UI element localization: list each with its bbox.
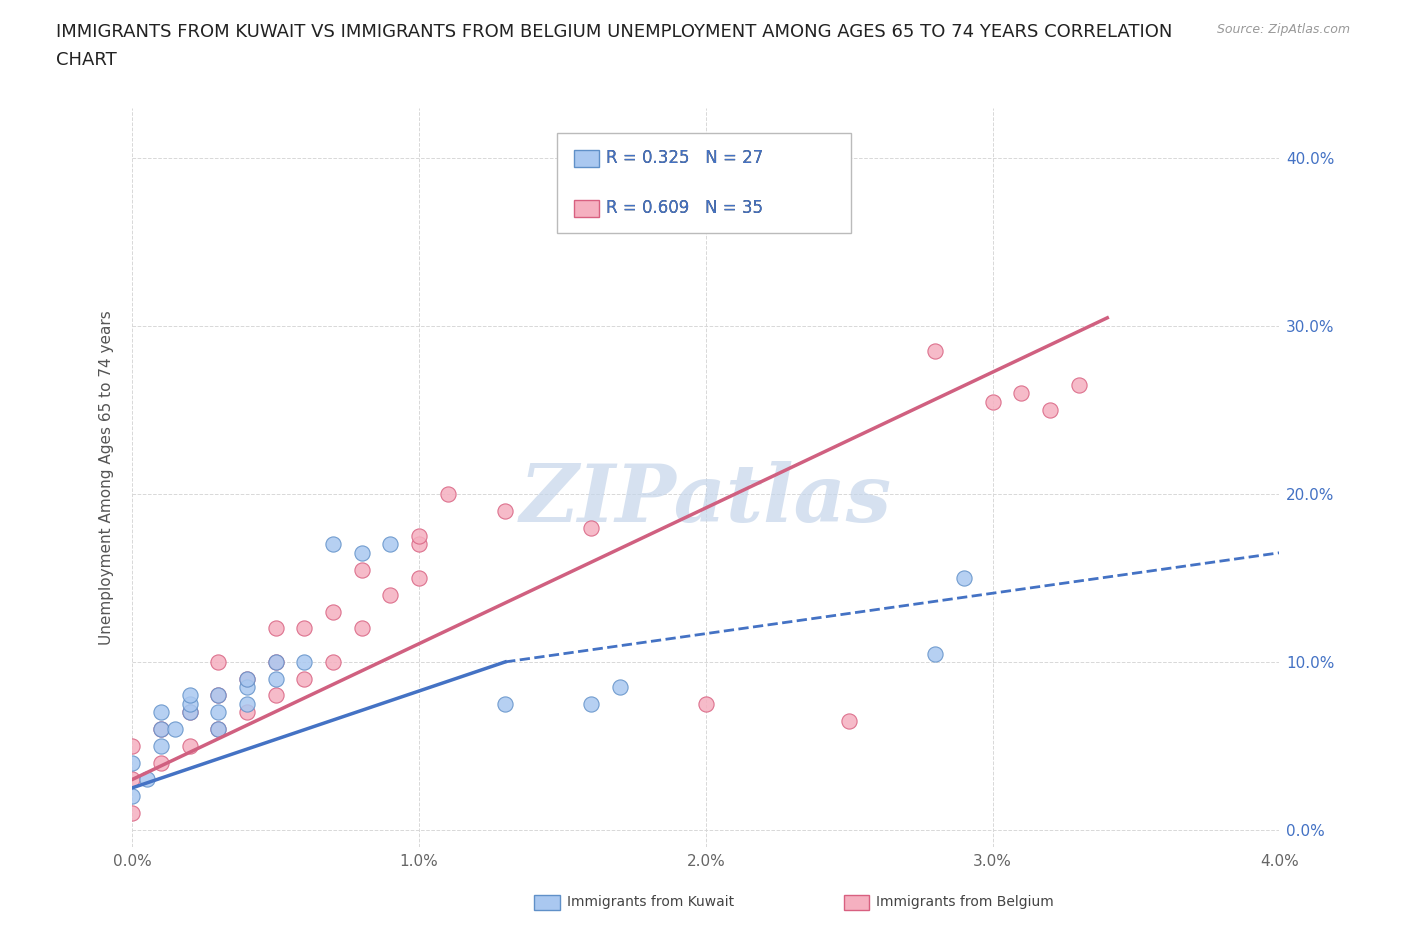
Point — [294, 671, 316, 686]
Point — [1039, 403, 1062, 418]
Point — [179, 705, 201, 720]
Point — [924, 344, 946, 359]
Point — [924, 646, 946, 661]
Text: R = 0.325   N = 27: R = 0.325 N = 27 — [606, 149, 763, 167]
Point — [609, 680, 631, 695]
Point — [236, 705, 259, 720]
Point — [179, 697, 201, 711]
Point — [150, 722, 173, 737]
Point — [380, 588, 402, 603]
Point — [236, 680, 259, 695]
Point — [121, 738, 143, 753]
Point — [207, 722, 229, 737]
Point — [264, 655, 287, 670]
Point — [322, 604, 344, 619]
Point — [150, 705, 173, 720]
Text: CHART: CHART — [56, 51, 117, 69]
Point — [165, 722, 187, 737]
Point — [322, 537, 344, 551]
Text: R = 0.325   N = 27: R = 0.325 N = 27 — [606, 149, 763, 167]
Text: ZIPatlas: ZIPatlas — [520, 460, 891, 538]
Point — [207, 705, 229, 720]
Point — [408, 570, 430, 585]
Point — [179, 738, 201, 753]
Point — [150, 738, 173, 753]
Text: IMMIGRANTS FROM KUWAIT VS IMMIGRANTS FROM BELGIUM UNEMPLOYMENT AMONG AGES 65 TO : IMMIGRANTS FROM KUWAIT VS IMMIGRANTS FRO… — [56, 23, 1173, 41]
Point — [579, 697, 602, 711]
Point — [294, 621, 316, 636]
Point — [264, 621, 287, 636]
Point — [953, 570, 976, 585]
Point — [380, 537, 402, 551]
Point — [236, 697, 259, 711]
Point — [207, 722, 229, 737]
Point — [264, 688, 287, 703]
Point — [264, 655, 287, 670]
Point — [207, 688, 229, 703]
Point — [350, 621, 373, 636]
Point — [350, 545, 373, 560]
Point — [494, 503, 516, 518]
Point — [1010, 386, 1032, 401]
Point — [494, 697, 516, 711]
Text: R = 0.609   N = 35: R = 0.609 N = 35 — [606, 199, 763, 218]
Point — [264, 671, 287, 686]
Text: Immigrants from Kuwait: Immigrants from Kuwait — [567, 895, 734, 910]
Point — [695, 697, 717, 711]
Point — [207, 688, 229, 703]
Point — [150, 722, 173, 737]
Point — [179, 688, 201, 703]
Point — [179, 705, 201, 720]
Point — [408, 537, 430, 551]
Text: Source: ZipAtlas.com: Source: ZipAtlas.com — [1216, 23, 1350, 36]
Point — [121, 755, 143, 770]
Text: Immigrants from Belgium: Immigrants from Belgium — [876, 895, 1053, 910]
Point — [207, 655, 229, 670]
Point — [121, 772, 143, 787]
Point — [294, 655, 316, 670]
Point — [121, 805, 143, 820]
Point — [322, 655, 344, 670]
Text: R = 0.609   N = 35: R = 0.609 N = 35 — [606, 199, 763, 218]
Point — [236, 671, 259, 686]
Point — [408, 528, 430, 543]
Point — [135, 772, 157, 787]
Point — [838, 713, 860, 728]
Point — [1067, 378, 1090, 392]
Y-axis label: Unemployment Among Ages 65 to 74 years: Unemployment Among Ages 65 to 74 years — [100, 310, 114, 644]
Point — [236, 671, 259, 686]
Point — [121, 789, 143, 804]
Point — [981, 394, 1004, 409]
Point — [437, 486, 460, 501]
Point — [150, 755, 173, 770]
Point — [579, 520, 602, 535]
Point — [350, 562, 373, 577]
